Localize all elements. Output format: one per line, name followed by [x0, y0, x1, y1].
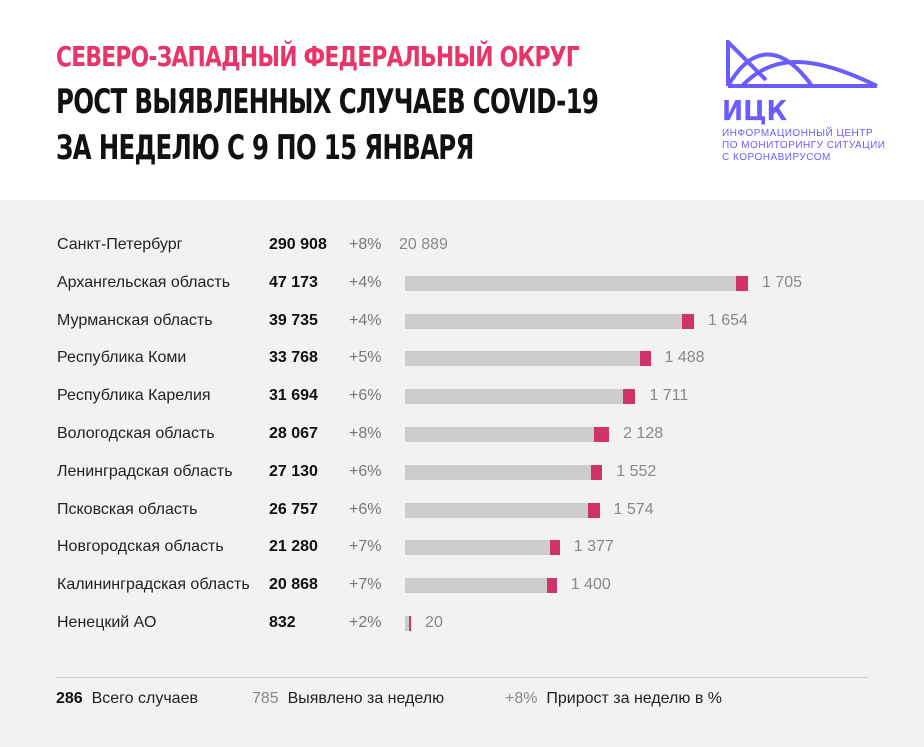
- table-row: Калининградская область 20 868 +7% 1 400: [0, 568, 924, 606]
- legend-growth-text: Прирост за неделю в %: [546, 690, 722, 707]
- total-cases-value: 47 173: [269, 273, 318, 291]
- legend-total-text: Всего случаев: [91, 690, 198, 707]
- weekly-cases-label: 1 400: [570, 576, 611, 594]
- weekly-increase-bar: [409, 616, 412, 631]
- growth-percent: +6%: [349, 500, 382, 518]
- total-cases-value: 20 868: [269, 576, 318, 594]
- legend-weekly: 785 Выявлено за неделю: [252, 690, 444, 708]
- weekly-cases-label: 1 574: [613, 500, 654, 518]
- region-label: Калининградская область: [57, 576, 250, 594]
- legend-weekly-sample: 785: [252, 690, 279, 707]
- total-cases-value: 31 694: [269, 387, 318, 405]
- region-label: Республика Коми: [57, 349, 187, 367]
- growth-percent: +5%: [349, 349, 382, 367]
- total-bar: [405, 616, 412, 631]
- table-row: Мурманская область 39 735 +4% 1 654: [0, 304, 924, 342]
- weekly-cases-label: 1 705: [762, 273, 803, 291]
- title-main: РОСТ ВЫЯВЛЕННЫХ СЛУЧАЕВ COVID-19: [56, 82, 599, 122]
- region-label: Мурманская область: [57, 311, 213, 329]
- region-label: Псковская область: [57, 500, 198, 518]
- table-row: Архангельская область 47 173 +4% 1 705: [0, 266, 924, 304]
- legend-divider: [56, 677, 868, 678]
- table-row: Санкт-Петербург 290 908 +8% 20 889: [0, 228, 924, 266]
- region-label: Ненецкий АО: [57, 614, 157, 631]
- growth-percent: +8%: [349, 425, 382, 442]
- legend-total: 286 Всего случаев: [56, 690, 198, 708]
- table-row: Вологодская область 28 067 +8% 2 128: [0, 417, 924, 455]
- weekly-cases-label: 1 377: [573, 538, 614, 556]
- legend-growth-sample: +8%: [505, 690, 538, 707]
- growth-percent: +6%: [349, 462, 382, 480]
- legend-growth: +8% Прирост за неделю в %: [505, 690, 722, 708]
- legend-total-sample: 286: [56, 690, 83, 707]
- weekly-cases-label: 20: [425, 614, 443, 631]
- weekly-increase-bar: [681, 313, 694, 329]
- logo-mountain-icon: [726, 40, 878, 88]
- total-bar: [405, 540, 560, 556]
- weekly-increase-bar: [590, 464, 603, 480]
- weekly-increase-bar: [593, 427, 610, 442]
- weekly-increase-bar: [639, 351, 651, 367]
- total-bar: [405, 313, 694, 329]
- weekly-cases-label: 1 488: [664, 349, 705, 367]
- table-row: Республика Карелия 31 694 +6% 1 711: [0, 379, 924, 417]
- legend-weekly-text: Выявлено за неделю: [287, 690, 445, 707]
- region-label: Вологодская область: [57, 425, 215, 442]
- logo-subtitle-line: ИНФОРМАЦИОННЫЙ ЦЕНТР: [722, 128, 874, 139]
- growth-percent: +6%: [349, 387, 382, 405]
- region-label: Санкт-Петербург: [57, 236, 183, 253]
- growth-percent: +4%: [349, 273, 382, 291]
- total-bar: [405, 427, 610, 442]
- table-row: Ненецкий АО 832 +2% 20: [0, 606, 924, 644]
- title-period: ЗА НЕДЕЛЮ С 9 ПО 15 ЯНВАРЯ: [56, 128, 474, 168]
- table-row: Ленинградская область 27 130 +6% 1 552: [0, 455, 924, 493]
- weekly-cases-label: 1 654: [707, 311, 748, 329]
- growth-percent: +7%: [349, 576, 382, 594]
- total-bar: [405, 464, 603, 480]
- total-cases-value: 27 130: [269, 462, 318, 480]
- total-cases-value: 26 757: [269, 500, 318, 518]
- weekly-cases-label: 2 128: [623, 425, 664, 442]
- growth-percent: +2%: [349, 614, 382, 631]
- header: СЕВЕРО-ЗАПАДНЫЙ ФЕДЕРАЛЬНЫЙ ОКРУГ РОСТ В…: [0, 0, 924, 200]
- table-row: Псковская область 26 757 +6% 1 574: [0, 493, 924, 531]
- total-cases-value: 832: [269, 614, 296, 631]
- table-row: Новгородская область 21 280 +7% 1 377: [0, 530, 924, 568]
- weekly-cases-label: 1 552: [616, 462, 657, 480]
- growth-percent: +7%: [349, 538, 382, 556]
- total-cases-value: 39 735: [269, 311, 318, 329]
- weekly-increase-bar: [549, 540, 560, 556]
- total-bar: [405, 502, 600, 518]
- logo-subtitle-line: ПО МОНИТОРИНГУ СИТУАЦИИ: [722, 140, 886, 151]
- region-label: Новгородская область: [57, 538, 224, 556]
- weekly-cases-label: 1 711: [649, 387, 689, 405]
- logo-subtitle: ИНФОРМАЦИОННЫЙ ЦЕНТР ПО МОНИТОРИНГУ СИТУ…: [722, 128, 885, 164]
- total-cases-value: 33 768: [269, 349, 318, 367]
- region-label: Ленинградская область: [57, 462, 233, 480]
- growth-percent: +8%: [349, 236, 382, 253]
- total-bar: [405, 578, 557, 594]
- table-row: Республика Коми 33 768 +5% 1 488: [0, 341, 924, 379]
- weekly-cases-label: 20 889: [399, 236, 448, 253]
- growth-percent: +4%: [349, 311, 382, 329]
- total-bar: [405, 275, 748, 291]
- weekly-increase-bar: [735, 275, 748, 291]
- weekly-increase-bar: [588, 502, 600, 518]
- total-cases-value: 290 908: [269, 236, 327, 253]
- total-bar: [405, 351, 651, 367]
- logo-subtitle-line: С КОРОНАВИРУСОМ: [722, 152, 831, 163]
- total-cases-value: 28 067: [269, 425, 318, 442]
- weekly-increase-bar: [546, 578, 557, 594]
- total-bar: [405, 389, 636, 405]
- title-region: СЕВЕРО-ЗАПАДНЫЙ ФЕДЕРАЛЬНЫЙ ОКРУГ: [56, 40, 580, 73]
- logo-name: ИЦК: [722, 94, 788, 127]
- weekly-increase-bar: [623, 389, 636, 405]
- region-label: Архангельская область: [57, 273, 231, 291]
- region-label: Республика Карелия: [57, 387, 211, 405]
- total-cases-value: 21 280: [269, 538, 318, 556]
